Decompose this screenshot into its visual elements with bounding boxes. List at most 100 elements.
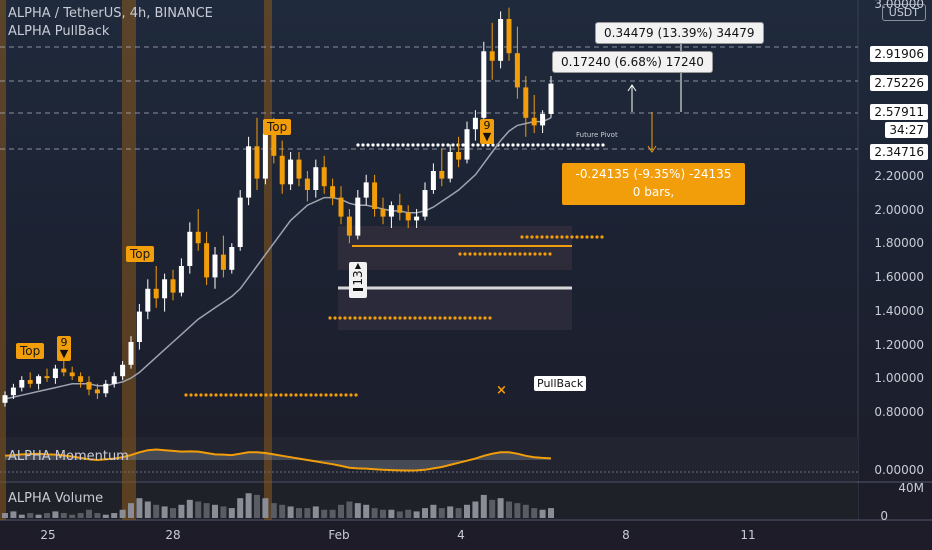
future-pivot-dot xyxy=(356,143,360,147)
pivot-dot xyxy=(473,316,477,320)
pivot-dot xyxy=(328,316,332,320)
measure-up-box[interactable]: 0.34479 (13.39%) 34479 xyxy=(595,22,764,44)
pivot-dot xyxy=(508,252,512,256)
candle-body xyxy=(103,383,109,394)
future-pivot-dot xyxy=(386,143,390,147)
future-pivot-dot xyxy=(431,143,435,147)
pivot-dot xyxy=(209,393,213,397)
measure-down-box[interactable]: -0.24135 (-9.35%) -24135 0 bars, xyxy=(562,163,745,205)
pivot-dot xyxy=(353,316,357,320)
pivot-dot xyxy=(535,235,539,239)
pivot-dot xyxy=(548,252,552,256)
measure-up-box[interactable]: 0.17240 (6.68%) 17240 xyxy=(552,51,713,73)
volume-bar xyxy=(153,504,160,518)
volume-bar xyxy=(18,514,25,518)
future-pivot-dot xyxy=(601,143,605,147)
pivot-dot xyxy=(463,316,467,320)
future-pivot-dot xyxy=(596,143,600,147)
candle-body xyxy=(472,117,478,130)
x-tick: 4 xyxy=(457,528,465,542)
volume-bar xyxy=(321,509,328,518)
currency-button[interactable]: USDT xyxy=(881,4,926,21)
pivot-dot xyxy=(234,393,238,397)
candle-body xyxy=(220,254,226,270)
volume-bar xyxy=(396,511,403,518)
volume-bar xyxy=(413,511,420,518)
top-signal-badge[interactable]: Top xyxy=(16,343,45,359)
pivot-dot xyxy=(338,316,342,320)
candle-body xyxy=(10,387,16,396)
future-pivot-dot xyxy=(471,143,475,147)
volume-bar xyxy=(178,504,185,518)
pivot-dot xyxy=(413,316,417,320)
candle-body xyxy=(178,266,184,293)
pullback-label[interactable]: PullBack xyxy=(534,376,587,391)
volume-bar xyxy=(371,508,378,518)
candle-body xyxy=(162,279,168,299)
pivot-dot xyxy=(269,393,273,397)
count-thirteen-badge[interactable]: ▲ 13 xyxy=(349,262,367,298)
candle-body xyxy=(94,389,100,394)
candle-body xyxy=(212,254,218,278)
pivot-dot xyxy=(354,393,358,397)
volume-bar xyxy=(102,514,109,518)
future-pivot-dot xyxy=(436,143,440,147)
pivot-dot xyxy=(518,252,522,256)
future-pivot-dot xyxy=(531,143,535,147)
pivot-dot xyxy=(565,235,569,239)
symbol-legend[interactable]: ALPHA / TetherUS, 4h, BINANCE xyxy=(8,6,213,21)
pivot-dot xyxy=(294,393,298,397)
candle-body xyxy=(52,368,58,379)
x-tick: 11 xyxy=(740,528,756,542)
candle-body xyxy=(481,51,487,118)
pivot-dot xyxy=(525,235,529,239)
future-pivot-dot xyxy=(491,143,495,147)
sequential-nine-badge[interactable]: 9 ▼ xyxy=(480,119,494,144)
candle-body xyxy=(279,155,285,185)
pivot-dot xyxy=(334,393,338,397)
x-tick: 25 xyxy=(40,528,56,542)
volume-bar xyxy=(388,509,395,518)
sequential-nine-badge[interactable]: 9 ▼ xyxy=(57,336,71,361)
volume-bar xyxy=(203,503,210,518)
price-tick: 1.80000 xyxy=(874,236,924,250)
volume-pane-label[interactable]: ALPHA Volume xyxy=(8,491,104,506)
volume-bar xyxy=(77,513,84,518)
candle-body xyxy=(170,279,176,293)
future-pivot-dot xyxy=(476,143,480,147)
volume-bar xyxy=(363,504,370,518)
candle-body xyxy=(153,288,159,299)
top-signal-badge[interactable]: Top xyxy=(126,246,155,262)
pivot-dot xyxy=(533,252,537,256)
momentum-pane-label[interactable]: ALPHA Momentum xyxy=(8,449,129,464)
price-tick: 1.00000 xyxy=(874,371,924,385)
volume-bar xyxy=(329,509,336,518)
pivot-dot xyxy=(498,252,502,256)
volume-bar xyxy=(422,508,428,518)
volume-bar xyxy=(531,508,538,518)
candle-body xyxy=(422,190,428,217)
volume-bar xyxy=(480,494,487,518)
candle-body xyxy=(548,83,554,114)
future-pivot-dot xyxy=(391,143,395,147)
top-signal-badge[interactable]: Top xyxy=(263,119,292,135)
pivot-dot xyxy=(289,393,293,397)
volume-bar xyxy=(44,513,50,518)
indicator-legend[interactable]: ALPHA PullBack xyxy=(8,24,110,39)
volume-pane-bg xyxy=(0,483,858,520)
volume-bar xyxy=(380,509,386,518)
candle-body xyxy=(237,197,243,247)
future-pivot-dot xyxy=(511,143,515,147)
volume-bar xyxy=(279,504,286,518)
volume-bar xyxy=(354,503,361,518)
count-bar xyxy=(353,288,363,291)
candle-body xyxy=(430,171,436,190)
future-pivot-dot xyxy=(516,143,520,147)
future-pivot-dot xyxy=(411,143,415,147)
future-pivot-label: Future Pivot xyxy=(576,131,618,139)
future-pivot-dot xyxy=(441,143,445,147)
future-pivot-dot xyxy=(576,143,580,147)
volume-tick: 40M xyxy=(898,481,924,495)
